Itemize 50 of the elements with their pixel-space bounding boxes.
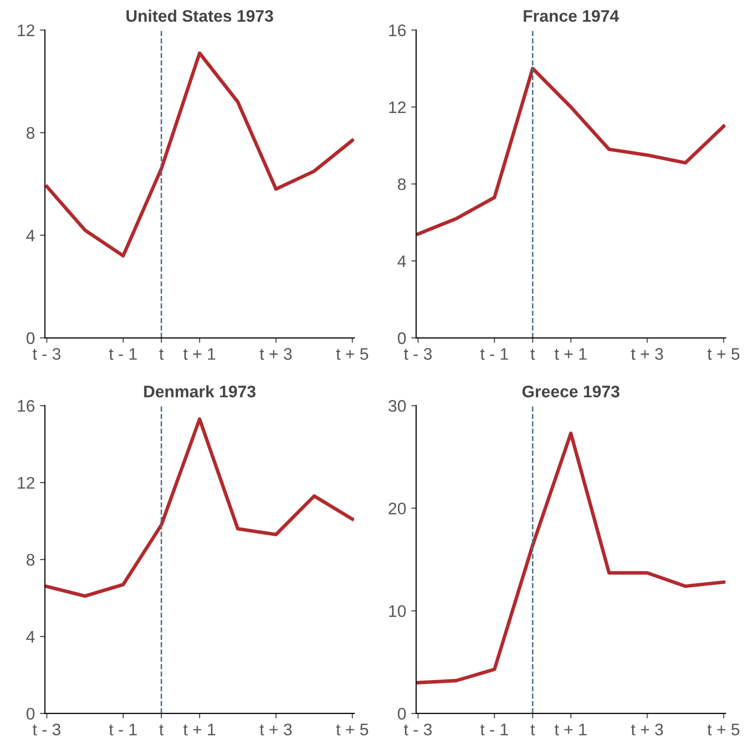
x-tick-label: t bbox=[530, 724, 535, 736]
y-tick-label: 0 bbox=[398, 708, 406, 720]
x-tick-label: t - 1 bbox=[109, 348, 137, 360]
x-tick-label: t + 1 bbox=[554, 724, 586, 736]
x-tick-label: t + 3 bbox=[631, 724, 663, 736]
y-tick-label: 8 bbox=[26, 127, 34, 139]
chart-title: France 1974 bbox=[524, 10, 619, 22]
x-tick-label: t - 3 bbox=[32, 724, 60, 736]
line-series bbox=[45, 51, 354, 258]
chart-title: United States 1973 bbox=[126, 10, 274, 22]
y-tick-label: 16 bbox=[18, 400, 34, 412]
y-tick-label: 20 bbox=[388, 502, 406, 514]
x-tick-label: t - 1 bbox=[480, 348, 508, 360]
y-tick-label: 8 bbox=[398, 178, 406, 190]
x-tick-label: t + 1 bbox=[554, 348, 586, 360]
x-tick-label: t + 5 bbox=[707, 348, 740, 360]
x-tick-label: t + 5 bbox=[707, 724, 740, 736]
line-series bbox=[45, 417, 354, 598]
x-tick-label: t - 1 bbox=[480, 724, 508, 736]
x-tick-label: t + 3 bbox=[631, 348, 663, 360]
y-tick-label: 4 bbox=[398, 255, 406, 267]
x-tick-label: t + 5 bbox=[336, 724, 368, 736]
y-tick-label: 8 bbox=[26, 554, 34, 566]
y-tick-label: 12 bbox=[18, 476, 34, 489]
x-tick-label: t bbox=[530, 348, 535, 360]
chart-title: Denmark 1973 bbox=[144, 385, 256, 398]
x-tick-label: t - 3 bbox=[404, 348, 432, 360]
y-tick-label: 4 bbox=[26, 631, 35, 643]
y-tick-label: 10 bbox=[389, 605, 406, 618]
y-tick-label: 0 bbox=[26, 332, 35, 344]
y-tick-label: 4 bbox=[26, 230, 35, 242]
y-tick-label: 0 bbox=[26, 708, 35, 720]
x-tick-label: t + 5 bbox=[336, 348, 368, 360]
chart-title: Greece 1973 bbox=[522, 386, 620, 398]
x-tick-label: t + 1 bbox=[183, 348, 216, 360]
y-tick-label: 30 bbox=[388, 400, 406, 412]
line-series bbox=[416, 432, 726, 684]
x-tick-label: t - 3 bbox=[32, 348, 60, 360]
x-tick-label: t - 3 bbox=[404, 724, 432, 736]
x-tick-label: t + 3 bbox=[260, 724, 292, 736]
y-tick-label: 16 bbox=[389, 24, 406, 36]
y-tick-label: 0 bbox=[398, 332, 406, 344]
x-tick-label: t bbox=[159, 724, 164, 736]
line-series bbox=[416, 66, 726, 236]
x-tick-label: t + 3 bbox=[260, 348, 292, 360]
x-tick-label: t - 1 bbox=[109, 724, 137, 736]
y-tick-label: 12 bbox=[389, 101, 406, 114]
x-tick-label: t + 1 bbox=[183, 724, 216, 736]
x-tick-label: t bbox=[159, 348, 164, 360]
y-tick-label: 12 bbox=[18, 24, 34, 36]
